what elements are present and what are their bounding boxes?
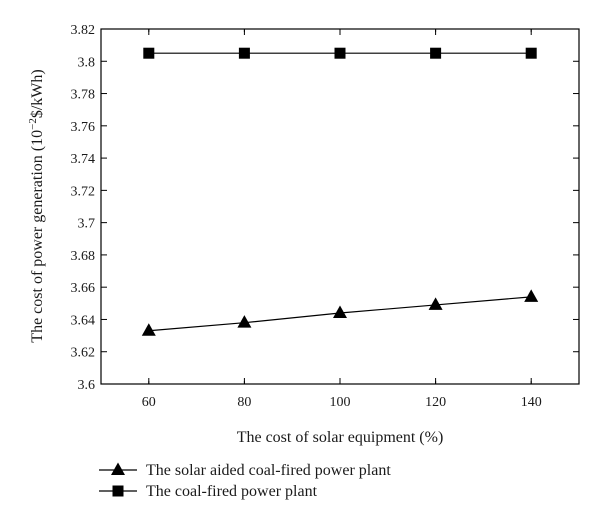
y-tick-label: 3.7: [78, 217, 96, 232]
data-point-square: [238, 47, 250, 59]
x-axis-ticks: 60 80 100 120 140: [142, 29, 542, 410]
data-point-square: [334, 47, 346, 59]
legend-marker-square: [112, 485, 124, 497]
legend-label: The coal-fired power plant: [146, 483, 318, 500]
y-tick-label: 3.8: [78, 55, 96, 70]
y-tick-label: 3.82: [71, 23, 96, 38]
x-tick-label: 80: [237, 395, 251, 410]
x-tick-label: 120: [425, 395, 446, 410]
x-axis-title: The cost of solar equipment (%): [237, 429, 444, 446]
y-tick-label: 3.68: [71, 249, 96, 264]
y-tick-label: 3.76: [71, 120, 96, 135]
y-axis-title-main: The cost of power generation (10: [29, 130, 46, 343]
data-point-triangle: [141, 323, 156, 336]
y-tick-label: 3.74: [71, 152, 96, 167]
y-axis-ticks: 3.6 3.62 3.64 3.66 3.68 3.7 3.72 3.74 3.76 3.78 3.…: [71, 23, 579, 393]
plot-frame: [100, 28, 580, 385]
y-tick-label: 3.62: [71, 346, 96, 361]
data-point-triangle: [428, 297, 443, 310]
y-tick-label: 3.6: [78, 378, 96, 393]
y-axis-title-unit: $/kWh): [29, 69, 46, 118]
x-tick-label: 60: [142, 395, 156, 410]
data-point-triangle: [237, 315, 252, 328]
data-point-square: [430, 47, 442, 59]
x-tick-label: 100: [330, 395, 351, 410]
data-point-square: [143, 47, 155, 59]
data-point-triangle: [333, 305, 347, 318]
y-tick-label: 3.72: [71, 184, 96, 199]
x-tick-label: 140: [521, 395, 542, 410]
y-tick-label: 3.64: [71, 313, 96, 328]
y-tick-label: 3.66: [71, 281, 96, 296]
legend: The solar aided coal-fired power plant Th…: [99, 462, 391, 500]
legend-marker-triangle: [111, 462, 125, 475]
data-point-triangle: [524, 289, 539, 302]
legend-label: The solar aided coal-fired power plant: [146, 462, 391, 479]
y-axis-title-exponent: −2: [27, 118, 39, 130]
y-axis-title: The cost of power generation (10−2$/kWh): [27, 69, 46, 342]
series-layer: [141, 47, 539, 336]
y-tick-label: 3.78: [71, 88, 96, 103]
data-point-square: [525, 47, 537, 59]
